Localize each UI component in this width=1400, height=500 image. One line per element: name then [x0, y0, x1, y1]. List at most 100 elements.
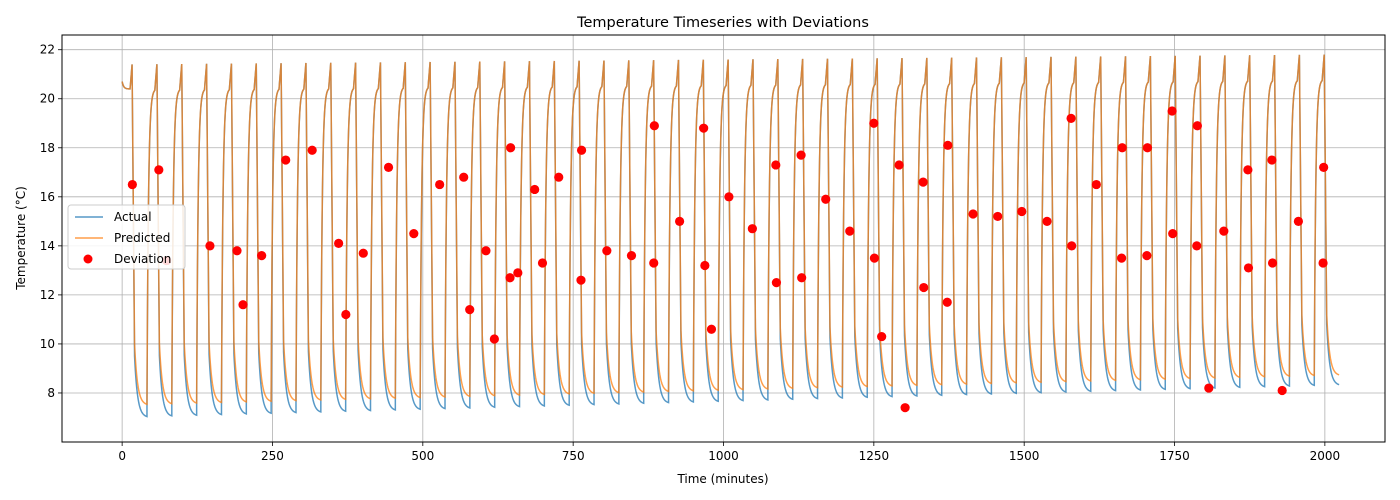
- deviation-point: [307, 145, 317, 155]
- deviation-point: [942, 297, 952, 307]
- deviation-point: [1293, 216, 1303, 226]
- deviation-point: [1243, 263, 1254, 273]
- deviation-point: [1117, 143, 1127, 153]
- legend-actual-label: Actual: [114, 210, 152, 224]
- deviation-point: [576, 275, 586, 285]
- deviation-point: [459, 172, 469, 182]
- deviation-point: [1117, 253, 1127, 263]
- deviation-point: [281, 155, 291, 165]
- deviation-point: [706, 324, 717, 334]
- y-tick-label: 22: [40, 43, 55, 57]
- deviation-point: [1219, 226, 1229, 236]
- plot-area: [121, 54, 1340, 418]
- deviation-point: [919, 282, 929, 293]
- deviation-point: [383, 162, 394, 172]
- legend-box: [67, 204, 186, 270]
- deviation-point: [943, 140, 953, 150]
- x-axis-ticks: 0 250 500 750 1000 1250 1500 1750 2000: [118, 442, 1340, 463]
- deviation-point: [489, 334, 499, 344]
- y-tick-label: 14: [40, 239, 55, 253]
- y-axis-label: Temperature (°C): [14, 186, 28, 291]
- deviation-point: [869, 253, 880, 263]
- y-tick-label: 16: [40, 190, 55, 204]
- deviation-point: [918, 177, 928, 187]
- deviation-point: [576, 145, 587, 155]
- deviation-point: [877, 331, 887, 342]
- deviation-point: [1067, 241, 1077, 251]
- deviation-point: [1142, 251, 1152, 261]
- x-tick-label: 2000: [1310, 449, 1341, 463]
- deviation-point: [1066, 113, 1076, 123]
- deviation-point: [700, 260, 710, 271]
- deviation-point: [341, 309, 351, 320]
- x-tick-label: 1500: [1009, 449, 1040, 463]
- x-axis-label: Time (minutes): [676, 472, 768, 486]
- deviation-point: [724, 192, 734, 202]
- deviation-point: [506, 143, 516, 153]
- x-tick-label: 1250: [859, 449, 890, 463]
- deviation-point: [796, 150, 806, 160]
- deviation-point: [894, 160, 904, 170]
- deviation-point: [869, 118, 879, 128]
- deviation-point: [154, 165, 164, 175]
- deviation-point: [1267, 258, 1278, 268]
- deviation-point: [649, 258, 659, 268]
- deviation-point: [238, 300, 248, 310]
- legend-deviation-label: Deviation: [114, 252, 171, 266]
- deviation-point: [465, 305, 475, 315]
- deviation-point: [505, 273, 515, 283]
- deviation-point: [1243, 165, 1253, 175]
- deviation-point: [626, 251, 637, 261]
- x-tick-label: 500: [411, 449, 434, 463]
- deviation-point: [968, 209, 978, 219]
- y-tick-label: 10: [40, 337, 55, 351]
- deviation-point: [699, 123, 709, 133]
- deviation-point: [127, 179, 137, 190]
- y-tick-label: 8: [47, 386, 55, 400]
- deviation-point: [993, 211, 1003, 222]
- deviation-point: [900, 403, 910, 413]
- deviation-point: [1277, 385, 1287, 396]
- deviation-point: [771, 278, 782, 288]
- chart-title: Temperature Timeseries with Deviations: [576, 15, 869, 31]
- legend: Actual Predicted Deviation: [67, 204, 186, 270]
- deviation-point: [513, 268, 523, 278]
- y-tick-label: 20: [40, 92, 55, 106]
- predicted-series-line: [121, 54, 1340, 406]
- deviation-point: [1319, 162, 1329, 172]
- deviation-point: [797, 273, 807, 283]
- deviation-point: [530, 184, 540, 195]
- deviation-point: [1017, 206, 1027, 217]
- x-tick-label: 750: [562, 449, 585, 463]
- deviation-point: [1091, 179, 1101, 190]
- deviation-point: [409, 229, 419, 239]
- deviation-point: [1168, 229, 1178, 239]
- x-tick-label: 1000: [708, 449, 739, 463]
- y-axis-ticks: 8 10 12 14 16 18 20 22: [40, 43, 62, 400]
- deviation-point: [1267, 155, 1277, 165]
- deviation-point: [675, 216, 685, 226]
- deviation-point: [821, 194, 831, 204]
- deviation-point: [747, 224, 757, 234]
- deviation-point: [232, 246, 242, 256]
- deviation-point: [602, 246, 612, 256]
- deviation-point: [771, 160, 781, 170]
- x-tick-label: 1750: [1159, 449, 1190, 463]
- deviation-point: [554, 172, 564, 182]
- y-tick-label: 18: [40, 141, 55, 155]
- deviation-point: [1204, 383, 1214, 393]
- deviation-point: [1192, 121, 1202, 131]
- deviation-point: [1142, 143, 1153, 153]
- legend-deviation-swatch: [83, 254, 93, 264]
- legend-predicted-label: Predicted: [114, 231, 170, 245]
- deviation-point: [435, 179, 445, 190]
- deviation-point: [334, 238, 344, 248]
- deviation-point: [1192, 241, 1202, 251]
- deviation-point: [257, 251, 267, 261]
- deviation-point: [649, 121, 659, 131]
- deviation-point: [1167, 106, 1177, 116]
- deviation-point: [537, 258, 548, 268]
- y-tick-label: 12: [40, 288, 55, 302]
- deviation-point: [845, 226, 855, 236]
